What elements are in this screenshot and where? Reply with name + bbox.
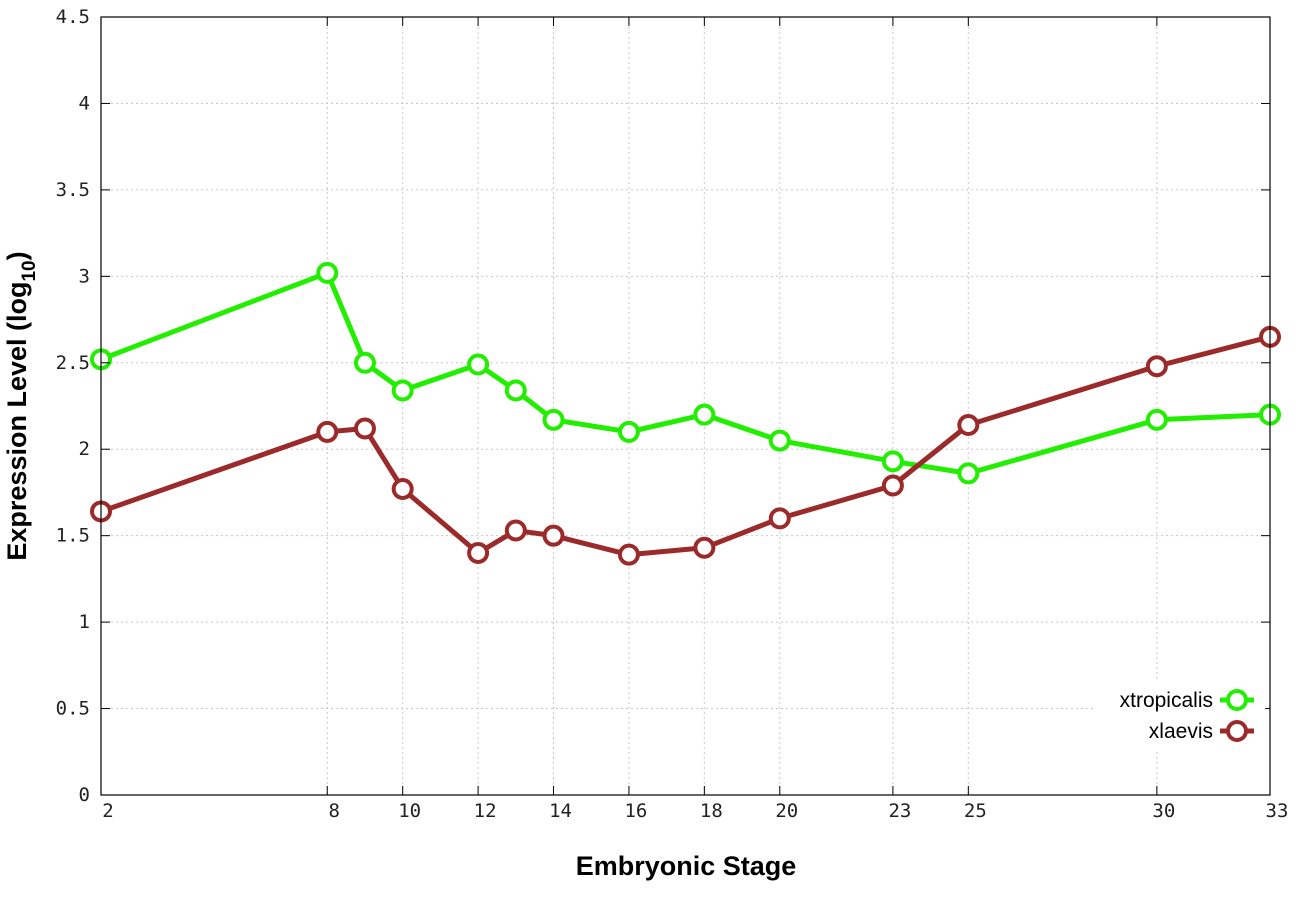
data-point-xlaevis: [504, 519, 527, 542]
series-line-xlaevis: [100, 334, 1271, 558]
y-tick-label: 2: [79, 438, 90, 460]
plot-frame: [100, 16, 1271, 796]
data-point-xtropicalis: [768, 429, 791, 452]
x-tick-label: 2: [102, 800, 113, 822]
x-axis-title: Embryonic Stage: [576, 851, 797, 881]
data-point-xlaevis: [542, 524, 565, 547]
data-point-xtropicalis: [542, 408, 565, 431]
data-point-xlaevis: [617, 543, 640, 566]
data-point-xlaevis: [353, 417, 376, 440]
y-tick-label: 3: [79, 265, 90, 287]
y-tick-label: 0.5: [56, 698, 90, 720]
x-tick-label: 30: [1152, 800, 1175, 822]
y-axis-tick-labels: 0 0.5 1 1.5 2 2.5 3 3.5 4 4.5: [56, 6, 90, 806]
x-tick-label: 10: [398, 800, 421, 822]
axis-ticks: [100, 16, 1271, 796]
x-axis-tick-labels: 2 8 10 12 14 16 18 20 23 25 30 33: [102, 800, 1288, 822]
data-point-xlaevis: [957, 414, 980, 437]
y-axis-title-close: ): [2, 251, 32, 260]
series-xtropicalis: [90, 261, 1281, 485]
data-point-xtropicalis: [504, 379, 527, 402]
x-tick-label: 33: [1266, 800, 1289, 822]
data-point-xtropicalis: [353, 351, 376, 374]
data-point-xlaevis: [881, 474, 904, 497]
data-point-xlaevis: [1145, 355, 1168, 378]
y-tick-label: 1.5: [56, 525, 90, 547]
legend-label-xtropicalis: xtropicalis: [1120, 689, 1213, 712]
x-tick-label: 25: [964, 800, 987, 822]
series-xlaevis: [90, 325, 1281, 566]
data-point-xlaevis: [768, 507, 791, 530]
data-point-xlaevis: [467, 541, 490, 564]
data-point-xtropicalis: [1145, 408, 1168, 431]
y-tick-label: 4: [79, 92, 90, 114]
data-point-xtropicalis: [881, 450, 904, 473]
y-axis-title-subscript: 10: [19, 260, 40, 281]
data-point-xtropicalis: [316, 261, 339, 284]
series-line-xtropicalis: [100, 270, 1271, 476]
x-tick-label: 20: [775, 800, 798, 822]
data-point-xlaevis: [391, 477, 414, 500]
data-point-xlaevis: [316, 420, 339, 443]
x-tick-label: 16: [624, 800, 647, 822]
y-tick-label: 2.5: [56, 352, 90, 374]
y-tick-label: 4.5: [56, 6, 90, 28]
data-point-xtropicalis: [617, 420, 640, 443]
y-tick-label: 0: [79, 784, 90, 806]
series-lines: [90, 261, 1281, 566]
legend-swatch-marker-xlaevis: [1226, 720, 1248, 742]
legend-swatch-marker-xtropicalis: [1226, 689, 1248, 711]
y-axis-title: Expression Level (log10): [2, 251, 40, 560]
data-point-xlaevis: [693, 536, 716, 559]
x-tick-label: 23: [888, 800, 911, 822]
y-tick-label: 1: [79, 611, 90, 633]
data-point-xtropicalis: [391, 379, 414, 402]
x-tick-label: 18: [700, 800, 723, 822]
x-tick-label: 14: [549, 800, 572, 822]
y-tick-label: 3.5: [56, 179, 90, 201]
x-tick-label: 12: [474, 800, 497, 822]
grid: [101, 17, 1270, 795]
y-axis-title-main: Expression Level (log: [2, 282, 32, 561]
legend-label-xlaevis: xlaevis: [1149, 720, 1213, 743]
legend: xtropicalis xlaevis: [1095, 682, 1265, 750]
data-point-xtropicalis: [467, 353, 490, 376]
data-point-xtropicalis: [957, 462, 980, 485]
data-point-xtropicalis: [693, 403, 716, 426]
x-tick-label: 8: [329, 800, 340, 822]
